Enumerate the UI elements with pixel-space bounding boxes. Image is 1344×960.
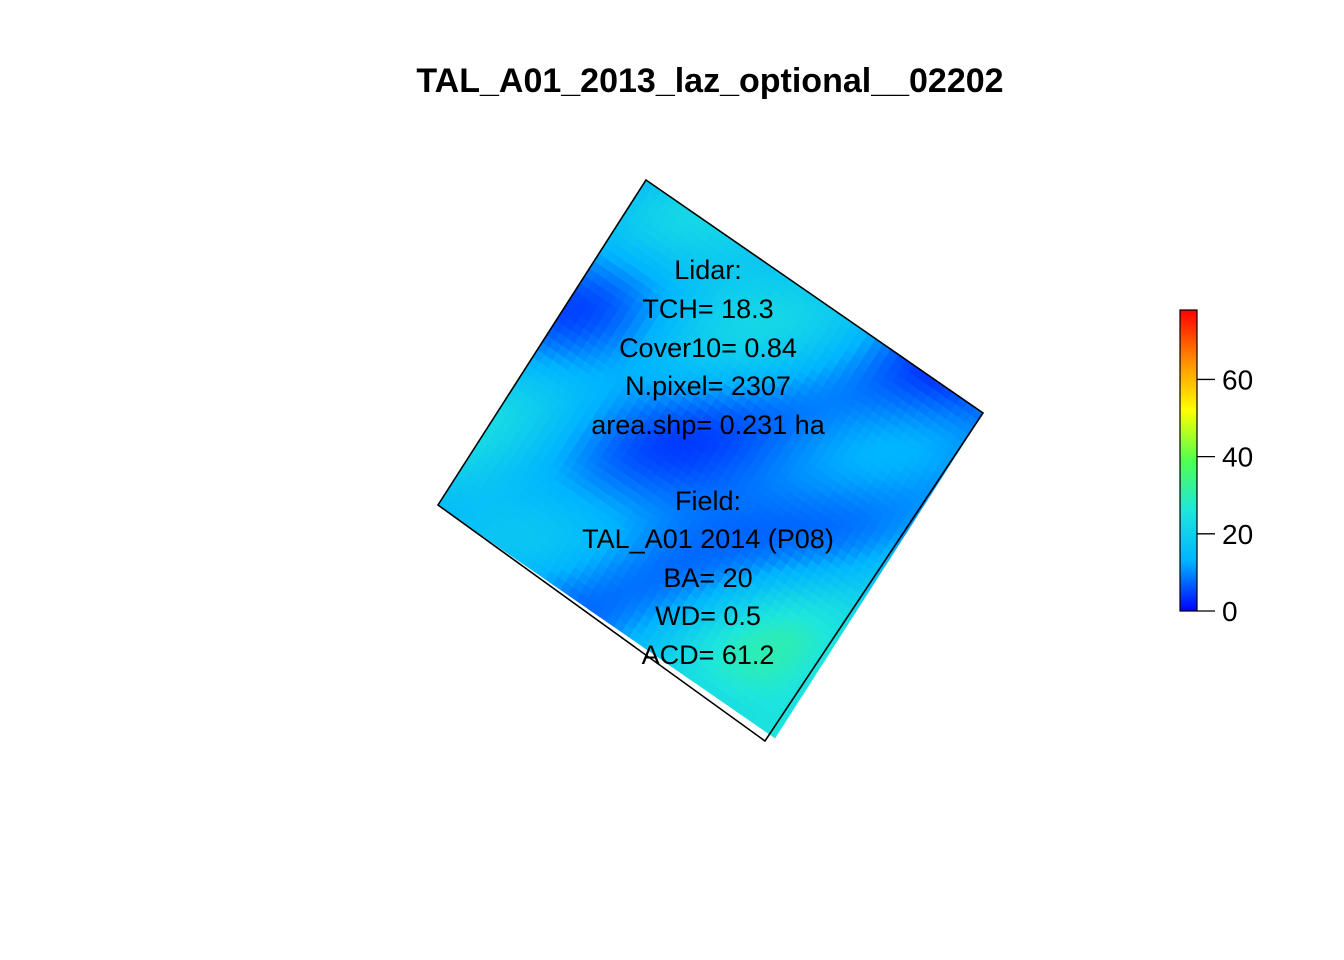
- chart-title: TAL_A01_2013_laz_optional__02202: [416, 62, 1003, 100]
- field-acd: ACD= 61.2: [642, 640, 775, 670]
- field-ba: BA= 20: [663, 563, 752, 593]
- colorbar: 0 20 40 60: [1179, 309, 1253, 627]
- colorbar-frame: [1179, 309, 1198, 612]
- lidar-header: Lidar:: [674, 255, 742, 285]
- colorbar-tick-label: 20: [1222, 519, 1253, 550]
- field-wd: WD= 0.5: [655, 601, 761, 631]
- colorbar-tick-label: 40: [1222, 442, 1253, 473]
- lidar-tch: TCH= 18.3: [642, 294, 773, 324]
- lidar-annotation: Lidar: TCH= 18.3 Cover10= 0.84 N.pixel= …: [591, 255, 825, 440]
- field-header: Field:: [675, 486, 741, 516]
- plot-outline: [436, 178, 985, 743]
- colorbar-gradient: [1180, 310, 1197, 611]
- field-plot-id: TAL_A01 2014 (P08): [582, 524, 834, 554]
- chm-raster: [437, 179, 984, 739]
- colorbar-tick-label: 0: [1222, 596, 1238, 627]
- colorbar-tick-label: 60: [1222, 364, 1253, 395]
- lidar-area: area.shp= 0.231 ha: [591, 410, 825, 440]
- raster-cell: [766, 724, 781, 739]
- field-annotation: Field: TAL_A01 2014 (P08) BA= 20 WD= 0.5…: [582, 486, 834, 670]
- lidar-npixel: N.pixel= 2307: [625, 371, 791, 401]
- lidar-cover10: Cover10= 0.84: [619, 333, 797, 363]
